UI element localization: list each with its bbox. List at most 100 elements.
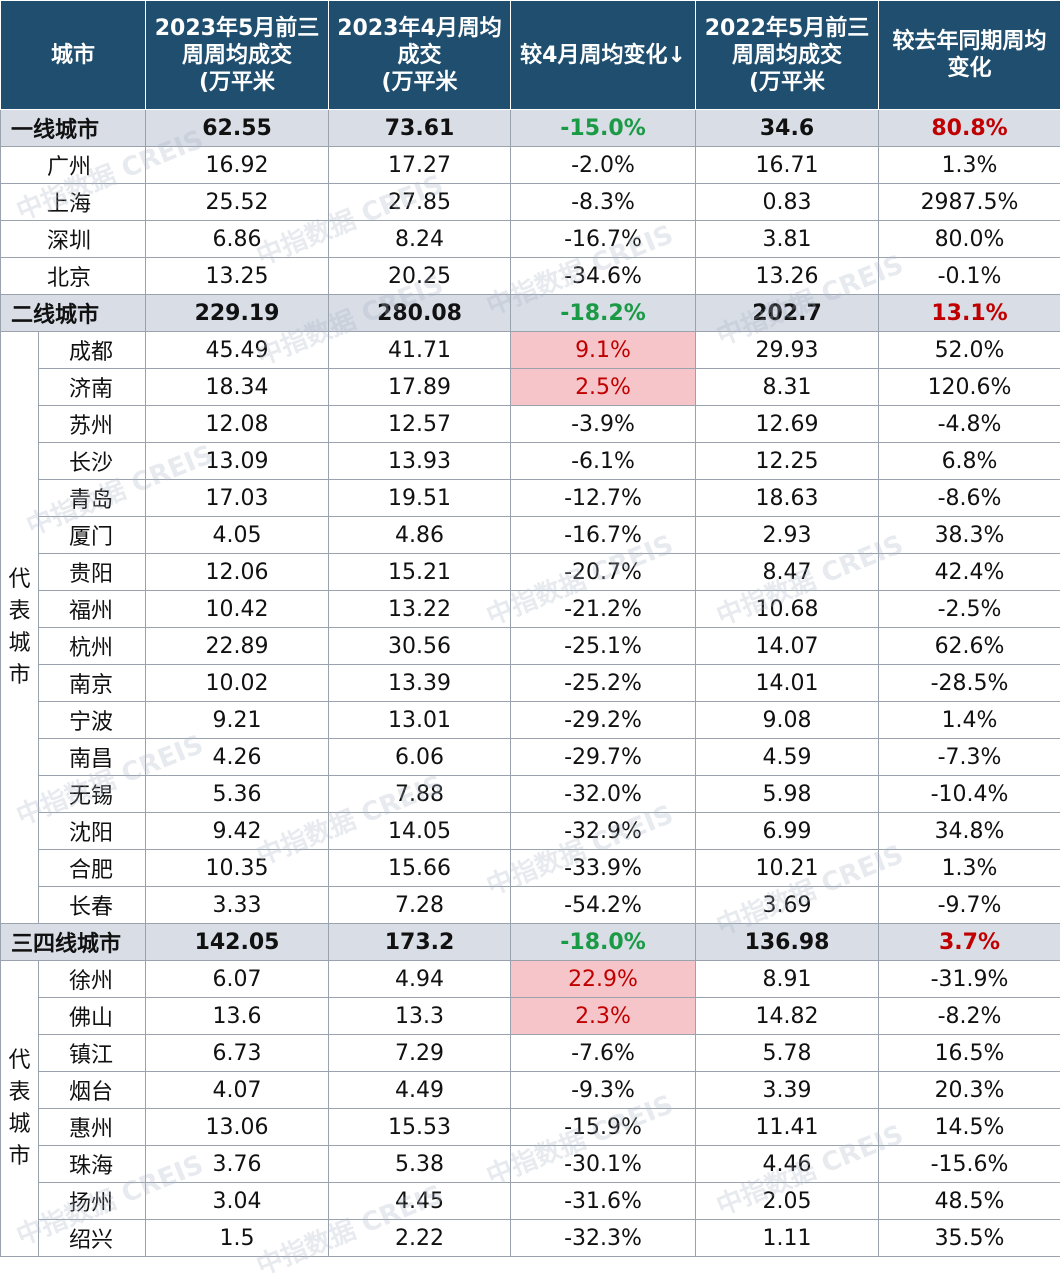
tier-apr-2023-value: 280.08 <box>329 295 511 332</box>
may-2023-value: 9.42 <box>146 813 329 850</box>
city-name: 长春 <box>39 887 146 924</box>
apr-2023-value: 4.86 <box>329 517 511 554</box>
representative-cities-char: 代 <box>1 564 38 596</box>
may-2022-value: 10.68 <box>696 591 879 628</box>
may-2023-value: 13.6 <box>146 998 329 1035</box>
tier-yoy-change: 80.8% <box>879 110 1060 147</box>
may-2023-value: 6.73 <box>146 1035 329 1072</box>
may-2023-value: 45.49 <box>146 332 329 369</box>
yoy-change: -0.1% <box>879 258 1060 295</box>
representative-cities-char: 城 <box>1 628 38 660</box>
may-2022-value: 5.98 <box>696 776 879 813</box>
mom-change: -9.3% <box>511 1072 696 1109</box>
may-2023-value: 16.92 <box>146 147 329 184</box>
representative-cities-char: 表 <box>1 1077 38 1109</box>
representative-cities-char: 市 <box>1 660 38 692</box>
may-2022-value: 13.26 <box>696 258 879 295</box>
mom-change: -29.7% <box>511 739 696 776</box>
mom-change: -25.1% <box>511 628 696 665</box>
yoy-change: 1.3% <box>879 147 1060 184</box>
city-name: 广州 <box>1 147 146 184</box>
city-name: 南京 <box>39 665 146 702</box>
may-2023-value: 9.21 <box>146 702 329 739</box>
city-name: 成都 <box>39 332 146 369</box>
apr-2023-value: 15.66 <box>329 850 511 887</box>
may-2022-value: 4.59 <box>696 739 879 776</box>
may-2023-value: 10.42 <box>146 591 329 628</box>
mom-change: -25.2% <box>511 665 696 702</box>
yoy-change: -28.5% <box>879 665 1060 702</box>
yoy-change: -15.6% <box>879 1146 1060 1183</box>
may-2022-value: 14.82 <box>696 998 879 1035</box>
apr-2023-value: 4.49 <box>329 1072 511 1109</box>
mom-change: -16.7% <box>511 221 696 258</box>
may-2022-value: 14.07 <box>696 628 879 665</box>
yoy-change: 14.5% <box>879 1109 1060 1146</box>
mom-change: 2.5% <box>511 369 696 406</box>
representative-cities-char: 代 <box>1 1045 38 1077</box>
may-2022-value: 4.46 <box>696 1146 879 1183</box>
yoy-change: 48.5% <box>879 1183 1060 1220</box>
yoy-change: 1.3% <box>879 850 1060 887</box>
apr-2023-value: 17.89 <box>329 369 511 406</box>
header-city: 城市 <box>1 1 146 110</box>
may-2022-value: 14.01 <box>696 665 879 702</box>
city-name: 青岛 <box>39 480 146 517</box>
may-2023-value: 13.25 <box>146 258 329 295</box>
mom-change: -3.9% <box>511 406 696 443</box>
mom-change: -7.6% <box>511 1035 696 1072</box>
apr-2023-value: 13.3 <box>329 998 511 1035</box>
may-2023-value: 4.07 <box>146 1072 329 1109</box>
tier-apr-2023-value: 173.2 <box>329 924 511 961</box>
data-table: 城市 2023年5月前三 周周均成交 (万平米 2023年4月周均 成交 (万平… <box>0 0 1060 1257</box>
apr-2023-value: 7.28 <box>329 887 511 924</box>
city-name: 长沙 <box>39 443 146 480</box>
may-2022-value: 3.39 <box>696 1072 879 1109</box>
city-name: 惠州 <box>39 1109 146 1146</box>
may-2023-value: 5.36 <box>146 776 329 813</box>
header-mom-change[interactable]: 较4月周均变化↓ <box>511 1 696 110</box>
representative-cities-char: 表 <box>1 596 38 628</box>
yoy-change: -9.7% <box>879 887 1060 924</box>
apr-2023-value: 20.25 <box>329 258 511 295</box>
city-name: 宁波 <box>39 702 146 739</box>
mom-change: -6.1% <box>511 443 696 480</box>
yoy-change: 120.6% <box>879 369 1060 406</box>
apr-2023-value: 4.45 <box>329 1183 511 1220</box>
may-2022-value: 2.93 <box>696 517 879 554</box>
may-2023-value: 10.35 <box>146 850 329 887</box>
apr-2023-value: 41.71 <box>329 332 511 369</box>
apr-2023-value: 27.85 <box>329 184 511 221</box>
header-may-2023: 2023年5月前三 周周均成交 (万平米 <box>146 1 329 110</box>
may-2023-value: 1.5 <box>146 1220 329 1257</box>
may-2022-value: 6.99 <box>696 813 879 850</box>
may-2022-value: 5.78 <box>696 1035 879 1072</box>
yoy-change: 16.5% <box>879 1035 1060 1072</box>
apr-2023-value: 5.38 <box>329 1146 511 1183</box>
apr-2023-value: 2.22 <box>329 1220 511 1257</box>
may-2023-value: 13.06 <box>146 1109 329 1146</box>
tier-may-2023-value: 229.19 <box>146 295 329 332</box>
tier-mom-change: -18.2% <box>511 295 696 332</box>
mom-change: -29.2% <box>511 702 696 739</box>
city-name: 绍兴 <box>39 1220 146 1257</box>
may-2022-value: 8.31 <box>696 369 879 406</box>
yoy-change: 80.0% <box>879 221 1060 258</box>
may-2022-value: 11.41 <box>696 1109 879 1146</box>
yoy-change: 34.8% <box>879 813 1060 850</box>
yoy-change: 1.4% <box>879 702 1060 739</box>
mom-change: 22.9% <box>511 961 696 998</box>
